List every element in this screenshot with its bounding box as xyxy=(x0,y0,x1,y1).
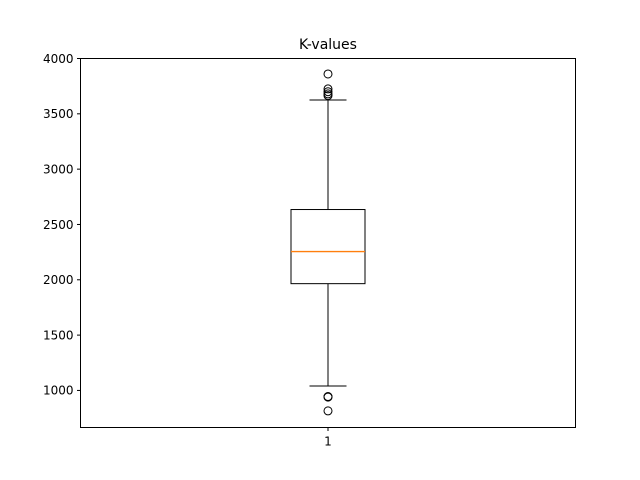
y-tick-label: 2500 xyxy=(43,218,74,232)
y-tick-label: 2000 xyxy=(43,273,74,287)
x-tick-label: 1 xyxy=(324,435,332,449)
outlier-point xyxy=(323,91,333,101)
outlier-point xyxy=(323,69,333,79)
y-tick-label: 4000 xyxy=(43,52,74,66)
chart-title: K-values xyxy=(299,37,357,53)
outlier-point xyxy=(323,392,333,402)
iqr-box xyxy=(290,209,366,285)
x-axis: 1 xyxy=(324,427,332,449)
y-tick-label: 3000 xyxy=(43,162,74,176)
y-axis: 1000 1500 2000 2500 3000 3500 4000 xyxy=(43,52,81,398)
outlier-point xyxy=(323,84,333,94)
y-tick-label: 3500 xyxy=(43,107,74,121)
y-tick-label: 1500 xyxy=(43,328,74,342)
box-plot xyxy=(290,69,366,416)
y-tick-label: 1000 xyxy=(43,384,74,398)
outlier-point xyxy=(323,406,333,416)
outlier-point xyxy=(323,87,333,97)
